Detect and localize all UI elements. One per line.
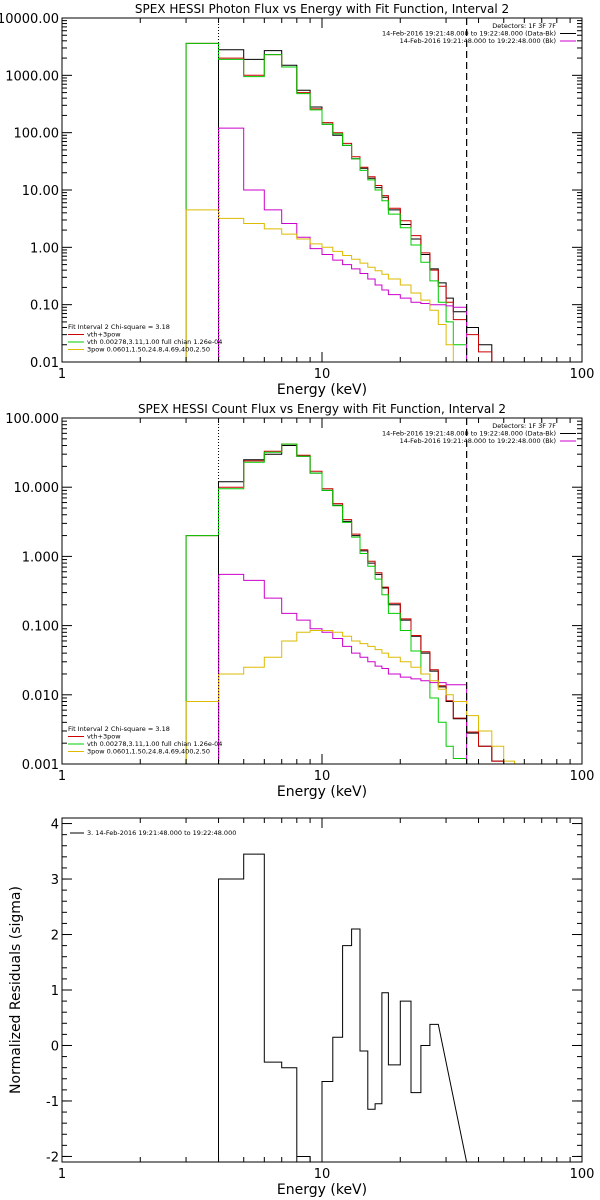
x-tick-label: 100 <box>570 367 595 382</box>
chart-1: SPEX HESSI Photon Flux vs Energy with Fi… <box>0 2 594 398</box>
series-3pow-line <box>185 209 454 362</box>
series-group <box>218 853 468 1162</box>
y-tick-label: 0.10 <box>30 299 59 314</box>
series-group <box>185 443 515 764</box>
series-bk-line <box>218 127 468 362</box>
y-tick-label: 1000.00 <box>5 69 59 84</box>
legend-top-text: 14-Feb-2016 19:21:48.000 to 19:22:48.000… <box>382 30 556 38</box>
x-tick-label: 1 <box>58 367 66 382</box>
y-tick-label: 3 <box>51 873 59 888</box>
chart-title: SPEX HESSI Count Flux vs Energy with Fit… <box>138 402 506 416</box>
legend-bottom-text: Fit Interval 2 Chi-square = 3.18 <box>68 725 170 733</box>
series-vth-line <box>185 42 468 362</box>
y-tick-label: 10.000 <box>14 481 60 496</box>
series-bk-line <box>218 573 468 764</box>
x-tick-label: 1 <box>58 1167 66 1182</box>
y-tick-label: 0.001 <box>22 758 59 773</box>
chart-title: SPEX HESSI Photon Flux vs Energy with Fi… <box>135 2 509 16</box>
legend-top-text: 14-Feb-2016 19:21:48.000 to 19:22:48.000… <box>400 437 556 445</box>
y-tick-label: 4 <box>51 818 59 833</box>
y-tick-label: 1 <box>51 984 59 999</box>
legend-top-text: Detectors: 1F 3F 7F <box>492 422 556 430</box>
y-tick-label: 2 <box>51 929 59 944</box>
legend-bottom-text: vth 0.00278,3.11,1.00 full chian 1.26e-0… <box>87 338 222 346</box>
legend-bottom-text: 3pow 0.0601,1.50,24.8,4.69,400,2.50 <box>87 346 210 354</box>
y-tick-label: 0.01 <box>30 356 59 371</box>
legend-bottom-text: vth+3pow <box>87 733 121 741</box>
legend-top-text: 14-Feb-2016 19:21:48.000 to 19:22:48.000… <box>400 37 556 45</box>
series-3pow-line <box>185 630 515 764</box>
legend-text: 3. 14-Feb-2016 19:21:48.000 to 19:22:48.… <box>87 829 236 837</box>
legend-bottom-text: Fit Interval 2 Chi-square = 3.18 <box>68 323 170 331</box>
plot-frame <box>61 17 583 363</box>
y-tick-label: 1.00 <box>30 241 59 256</box>
x-axis-label: Energy (keV) <box>277 784 367 800</box>
x-tick-label: 100 <box>570 1167 595 1182</box>
y-tick-label: 0.010 <box>22 689 59 704</box>
chart-3: 1 10 100 Energy (keV) -2 -1 0 1 2 3 4 Normalized Re… <box>8 817 595 1198</box>
series-residuals-line <box>218 853 468 1162</box>
y-tick-label: 0 <box>51 1039 59 1054</box>
legend-bottom-text: vth+3pow <box>87 331 121 339</box>
legend-bottom-text: vth 0.00278,3.11,1.00 full chian 1.26e-0… <box>87 740 222 748</box>
series-group <box>185 42 493 362</box>
series-vth-line <box>185 443 468 764</box>
legend-bottom-text: 3pow 0.0601,1.50,24.8,4.69,400,2.50 <box>87 748 210 756</box>
y-tick-label: 0.100 <box>22 620 59 635</box>
x-axis-label: Energy (keV) <box>277 1182 367 1198</box>
chart-2: SPEX HESSI Count Flux vs Energy with Fit… <box>5 402 594 800</box>
y-axis-label: Normalized Residuals (sigma) <box>8 886 24 1094</box>
legend-top-text: 14-Feb-2016 19:21:48.000 to 19:22:48.000… <box>382 430 556 438</box>
legend-top-text: Detectors: 1F 3F 7F <box>492 22 556 30</box>
x-tick-label: 10 <box>314 1167 331 1182</box>
x-tick-label: 10 <box>314 769 331 784</box>
y-tick-label: 1.000 <box>22 550 59 565</box>
series-vth-3pow-line <box>185 443 505 764</box>
y-tick-label: -2 <box>46 1150 59 1165</box>
y-tick-label: 100.00 <box>14 127 60 142</box>
x-tick-label: 10 <box>314 367 331 382</box>
series-data-bk-line <box>218 49 493 362</box>
series-data-bk-line <box>218 445 505 764</box>
x-tick-label: 1 <box>58 769 66 784</box>
y-tick-label: 10000.00 <box>0 12 59 27</box>
y-tick-label: -1 <box>46 1095 59 1110</box>
x-tick-label: 100 <box>570 769 595 784</box>
y-tick-label: 100.000 <box>5 412 59 427</box>
y-tick-label: 10.00 <box>22 184 59 199</box>
x-axis-label: Energy (keV) <box>277 382 367 398</box>
plot-frame <box>61 417 583 765</box>
